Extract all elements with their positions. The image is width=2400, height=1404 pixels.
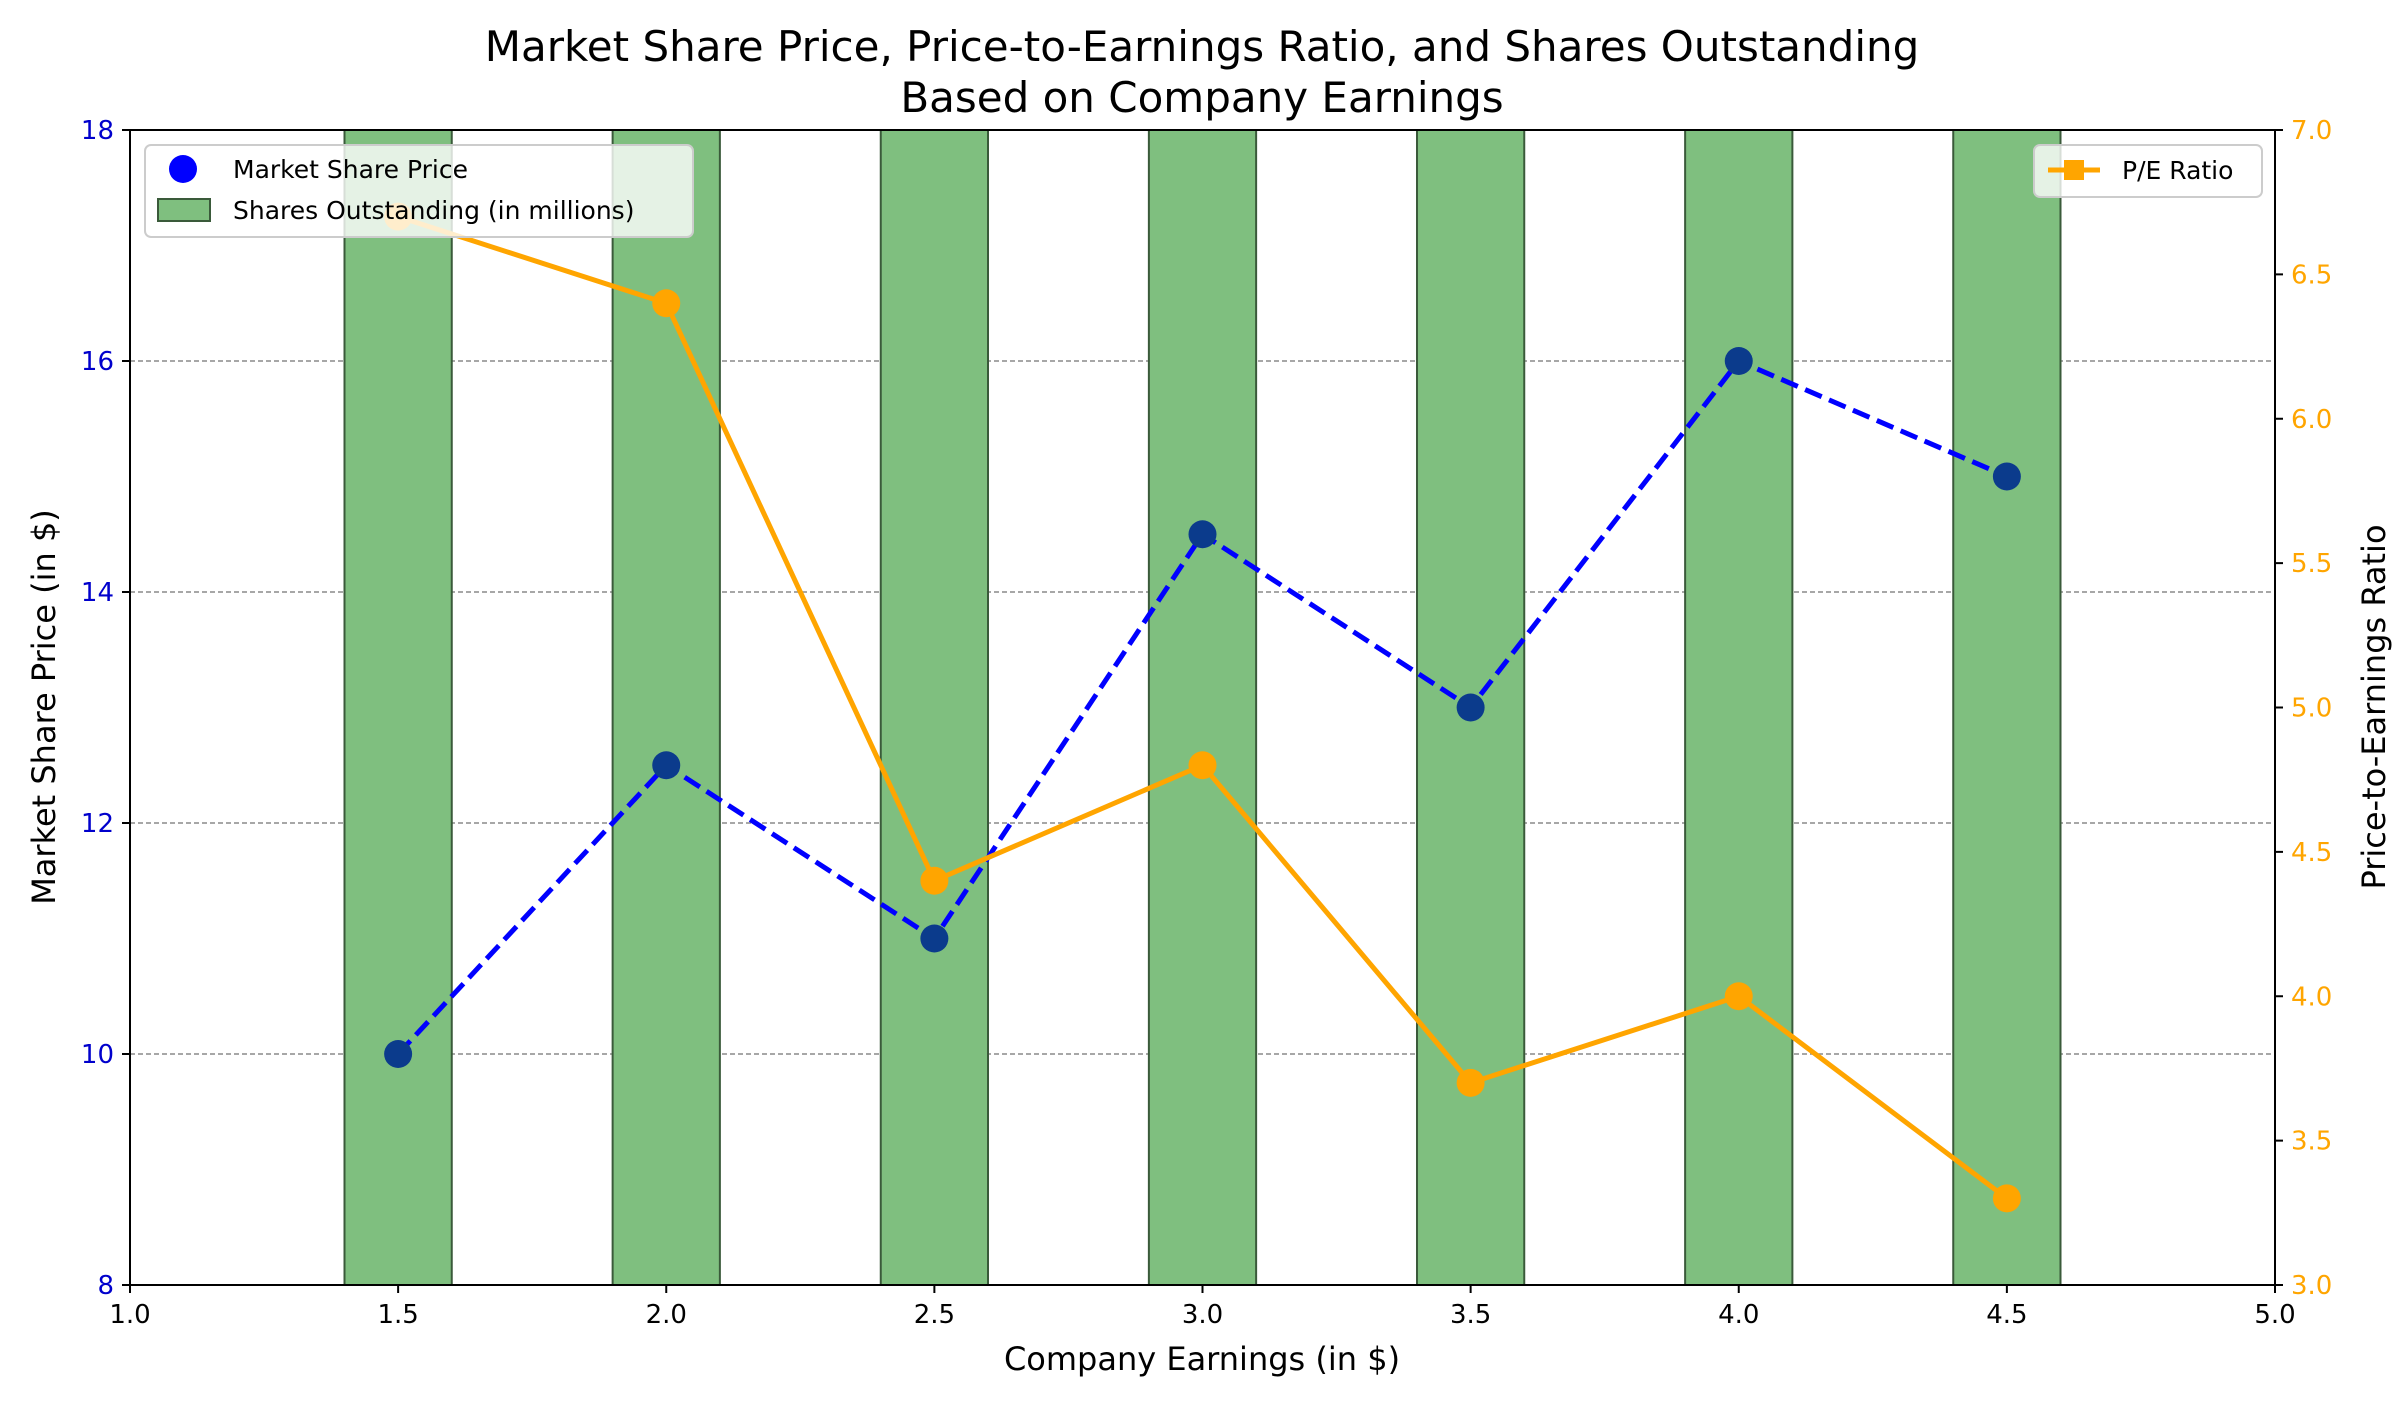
bar-shares-outstanding: [1952, 129, 2062, 1286]
bar-shares-outstanding: [343, 129, 453, 1286]
point-pe-ratio: [920, 866, 949, 895]
legend-swatch-shares-outstanding: [157, 198, 211, 222]
chart-title-line-2: Based on Company Earnings: [900, 73, 1503, 122]
y-tick-label-left: 10: [81, 1040, 114, 1070]
y-tick-label-left: 12: [81, 809, 114, 839]
x-tick-label: 4.0: [1718, 1300, 1759, 1330]
legend-label-pe-ratio: P/E Ratio: [2122, 156, 2233, 185]
legend-label-shares-outstanding: Shares Outstanding (in millions): [233, 196, 634, 225]
bar-shares-outstanding: [1684, 129, 1794, 1286]
legend-swatch-marker-pe-ratio: [2064, 160, 2084, 180]
x-tick-label: 3.0: [1182, 1300, 1223, 1330]
bar-shares-outstanding: [879, 129, 989, 1286]
y-axis-label-left: Market Share Price (in $): [25, 509, 63, 905]
legend-label-market-share-price: Market Share Price: [233, 155, 468, 184]
point-pe-ratio: [1992, 1184, 2021, 1213]
legend-right: P/E Ratio: [2033, 144, 2263, 198]
x-tick-label: 5.0: [2254, 1300, 2295, 1330]
point-pe-ratio: [1724, 982, 1753, 1011]
chart-title-line-1: Market Share Price, Price-to-Earnings Ra…: [485, 22, 1920, 71]
y-tick-label-right: 6.0: [2291, 405, 2332, 435]
point-market-share-price: [1188, 520, 1217, 549]
y-axis-label-right: Price-to-Earnings Ratio: [2355, 524, 2393, 889]
point-pe-ratio: [652, 289, 681, 318]
y-tick-label-right: 5.5: [2291, 549, 2332, 579]
y-tick-label-left: 14: [81, 578, 114, 608]
point-pe-ratio: [1188, 751, 1217, 780]
bar-shares-outstanding: [611, 129, 721, 1286]
point-market-share-price: [652, 751, 681, 780]
x-tick-label: 1.5: [377, 1300, 418, 1330]
y-tick-label-right: 3.5: [2291, 1127, 2332, 1157]
points-layer: [384, 202, 2021, 1213]
legend-swatch-market-share-price: [169, 155, 197, 183]
y-tick-label-right: 3.0: [2291, 1271, 2332, 1301]
y-tick-label-right: 6.5: [2291, 260, 2332, 290]
point-market-share-price: [1724, 347, 1753, 375]
y-tick-label-left: 8: [97, 1271, 114, 1301]
x-tick-label: 2.5: [914, 1300, 955, 1330]
point-market-share-price: [1992, 462, 2021, 491]
x-axis-label: Company Earnings (in $): [1004, 1340, 1400, 1378]
point-market-share-price: [384, 1040, 413, 1068]
legend-left-frame: [144, 144, 694, 238]
legend-right-frame: [2033, 144, 2263, 198]
point-market-share-price: [1456, 693, 1485, 722]
point-market-share-price: [920, 924, 949, 953]
x-tick-label: 1.0: [109, 1300, 150, 1330]
bars-layer: [343, 129, 2062, 1286]
bar-shares-outstanding: [1147, 129, 1258, 1286]
y-tick-label-right: 4.0: [2291, 982, 2332, 1012]
point-pe-ratio: [1456, 1068, 1485, 1097]
legend-left: Market Share Price Shares Outstanding (in…: [144, 144, 694, 238]
y-tick-label-right: 7.0: [2291, 116, 2332, 146]
y-tick-label-left: 18: [81, 116, 114, 146]
x-tick-label: 4.5: [1986, 1300, 2027, 1330]
y-tick-label-right: 4.5: [2291, 838, 2332, 868]
y-tick-label-left: 16: [81, 347, 114, 377]
x-tick-label: 3.5: [1450, 1300, 1491, 1330]
y-tick-label-right: 5.0: [2291, 694, 2332, 724]
ticks-layer: 1.0 1.5 2.0 2.5 3.0 3.5 4.0 4.5 5.0 8 10 12 14 16 18 3.…: [81, 116, 2332, 1330]
x-tick-label: 2.0: [646, 1300, 687, 1330]
